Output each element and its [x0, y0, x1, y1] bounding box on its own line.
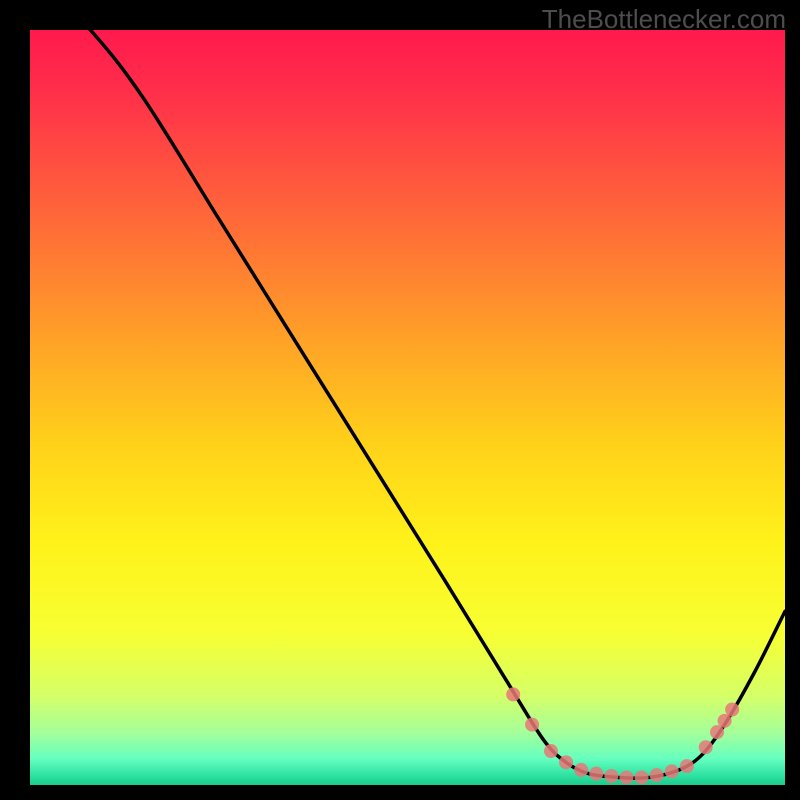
- chart-container: TheBottlenecker.com: [0, 0, 800, 800]
- watermark-label: TheBottlenecker.com: [542, 4, 786, 35]
- gradient-plot-area: [30, 30, 785, 785]
